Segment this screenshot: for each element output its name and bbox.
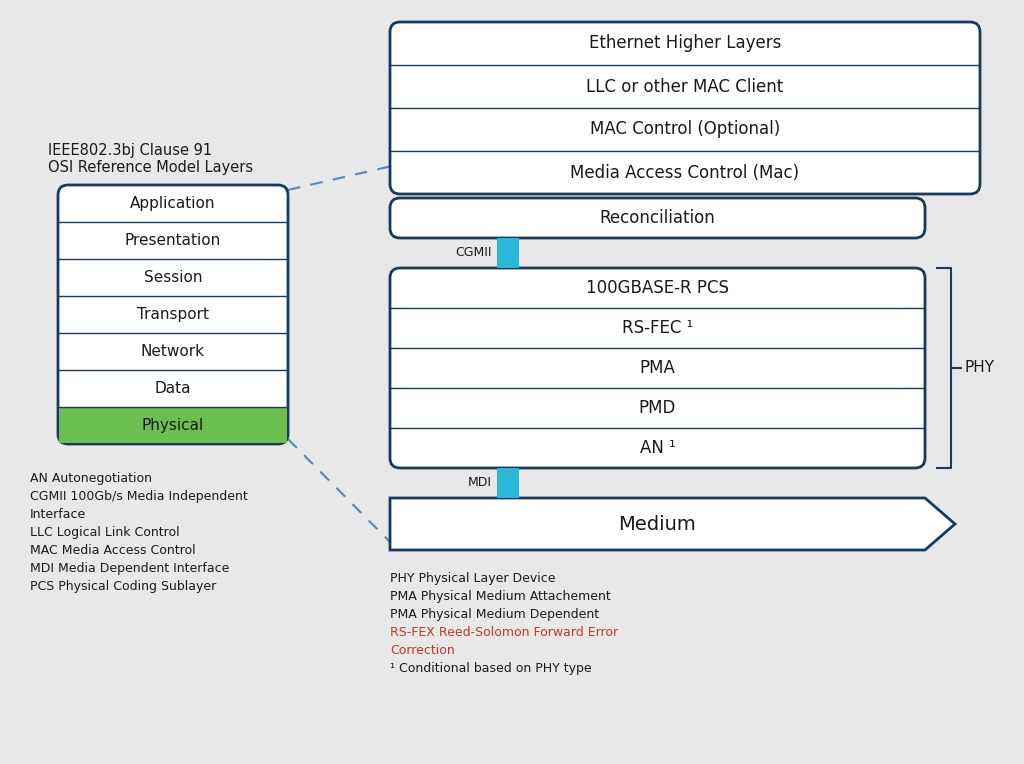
Text: CGMII: CGMII — [456, 247, 492, 260]
Text: PMD: PMD — [639, 399, 676, 417]
Text: MDI: MDI — [468, 477, 492, 490]
Text: PCS Physical Coding Sublayer: PCS Physical Coding Sublayer — [30, 580, 216, 593]
Text: PMA Physical Medium Attachement: PMA Physical Medium Attachement — [390, 590, 610, 603]
Text: MAC Control (Optional): MAC Control (Optional) — [590, 121, 780, 138]
FancyBboxPatch shape — [58, 185, 288, 444]
Text: Medium: Medium — [618, 514, 696, 533]
FancyBboxPatch shape — [390, 198, 925, 238]
Text: Correction: Correction — [390, 644, 455, 657]
Bar — [497, 468, 519, 498]
Bar — [497, 238, 519, 268]
Text: AN ¹: AN ¹ — [640, 439, 676, 457]
Text: Physical: Physical — [142, 418, 204, 433]
Text: IEEE802.3bj Clause 91
OSI Reference Model Layers: IEEE802.3bj Clause 91 OSI Reference Mode… — [48, 143, 253, 175]
Text: Transport: Transport — [137, 307, 209, 322]
Text: PMA Physical Medium Dependent: PMA Physical Medium Dependent — [390, 608, 599, 621]
Text: PHY: PHY — [965, 361, 995, 375]
Text: Media Access Control (Mac): Media Access Control (Mac) — [570, 163, 800, 182]
Text: Interface: Interface — [30, 508, 86, 521]
Text: LLC or other MAC Client: LLC or other MAC Client — [587, 77, 783, 96]
Text: Application: Application — [130, 196, 216, 211]
Text: Data: Data — [155, 381, 191, 396]
Polygon shape — [390, 498, 955, 550]
Text: MAC Media Access Control: MAC Media Access Control — [30, 544, 196, 557]
FancyBboxPatch shape — [390, 268, 925, 468]
FancyBboxPatch shape — [390, 22, 980, 194]
Text: Reconciliation: Reconciliation — [600, 209, 716, 227]
Text: AN Autonegotiation: AN Autonegotiation — [30, 472, 152, 485]
Text: RS-FEC ¹: RS-FEC ¹ — [622, 319, 693, 337]
Text: ¹ Conditional based on PHY type: ¹ Conditional based on PHY type — [390, 662, 592, 675]
Text: PMA: PMA — [640, 359, 676, 377]
Text: 100GBASE-R PCS: 100GBASE-R PCS — [586, 279, 729, 297]
Text: Network: Network — [141, 344, 205, 359]
Text: MDI Media Dependent Interface: MDI Media Dependent Interface — [30, 562, 229, 575]
Text: RS-FEX Reed-Solomon Forward Error: RS-FEX Reed-Solomon Forward Error — [390, 626, 618, 639]
Text: Ethernet Higher Layers: Ethernet Higher Layers — [589, 34, 781, 53]
Text: Presentation: Presentation — [125, 233, 221, 248]
Text: Session: Session — [143, 270, 203, 285]
Text: CGMII 100Gb/s Media Independent: CGMII 100Gb/s Media Independent — [30, 490, 248, 503]
Bar — [59, 408, 287, 443]
Text: PHY Physical Layer Device: PHY Physical Layer Device — [390, 572, 555, 585]
Text: LLC Logical Link Control: LLC Logical Link Control — [30, 526, 179, 539]
